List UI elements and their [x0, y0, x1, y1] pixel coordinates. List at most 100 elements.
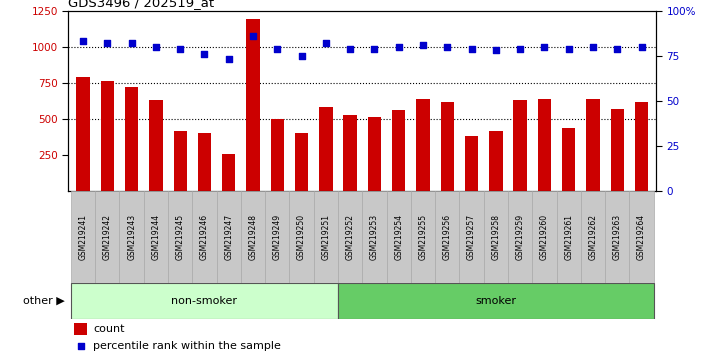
FancyBboxPatch shape	[143, 191, 168, 283]
Text: GSM219257: GSM219257	[467, 214, 476, 260]
Text: GSM219253: GSM219253	[370, 214, 379, 260]
Text: GSM219256: GSM219256	[443, 214, 452, 260]
FancyBboxPatch shape	[289, 191, 314, 283]
Point	[345, 46, 356, 51]
Bar	[489, 131, 503, 191]
Point	[296, 53, 307, 58]
Bar	[635, 102, 648, 191]
Point	[102, 40, 113, 46]
Point	[223, 57, 234, 62]
FancyBboxPatch shape	[363, 191, 386, 283]
Bar	[101, 81, 114, 191]
Bar	[562, 127, 575, 191]
Text: GDS3496 / 202519_at: GDS3496 / 202519_at	[68, 0, 215, 10]
Text: GSM219251: GSM219251	[322, 214, 330, 260]
Point	[272, 46, 283, 51]
Bar	[368, 118, 381, 191]
Bar	[74, 323, 87, 335]
FancyBboxPatch shape	[168, 191, 193, 283]
FancyBboxPatch shape	[411, 191, 435, 283]
FancyBboxPatch shape	[71, 191, 95, 283]
Text: GSM219248: GSM219248	[249, 214, 257, 260]
FancyBboxPatch shape	[484, 191, 508, 283]
Bar	[586, 99, 600, 191]
FancyBboxPatch shape	[241, 191, 265, 283]
Text: GSM219263: GSM219263	[613, 214, 622, 260]
Bar	[538, 99, 551, 191]
FancyBboxPatch shape	[508, 191, 532, 283]
Text: GSM219247: GSM219247	[224, 214, 234, 260]
Point	[174, 46, 186, 51]
FancyBboxPatch shape	[629, 191, 654, 283]
Text: GSM219252: GSM219252	[345, 214, 355, 260]
Text: GSM219259: GSM219259	[516, 214, 525, 260]
Point	[563, 46, 575, 51]
Text: GSM219245: GSM219245	[176, 214, 185, 260]
Bar	[270, 119, 284, 191]
Point	[539, 44, 550, 50]
Point	[393, 44, 404, 50]
Bar	[198, 133, 211, 191]
Point	[611, 46, 623, 51]
Point	[368, 46, 380, 51]
Point	[441, 44, 453, 50]
FancyBboxPatch shape	[338, 283, 654, 319]
Text: GSM219243: GSM219243	[127, 214, 136, 260]
Bar	[416, 99, 430, 191]
Bar	[513, 100, 527, 191]
Point	[77, 39, 89, 44]
Text: GSM219262: GSM219262	[588, 214, 598, 260]
Point	[490, 47, 502, 53]
Text: GSM219244: GSM219244	[151, 214, 160, 260]
FancyBboxPatch shape	[386, 191, 411, 283]
Text: GSM219260: GSM219260	[540, 214, 549, 260]
Text: GSM219255: GSM219255	[418, 214, 428, 260]
FancyBboxPatch shape	[338, 191, 363, 283]
FancyBboxPatch shape	[314, 191, 338, 283]
Text: GSM219241: GSM219241	[79, 214, 87, 260]
Text: GSM219264: GSM219264	[637, 214, 646, 260]
Bar	[125, 87, 138, 191]
FancyBboxPatch shape	[120, 191, 143, 283]
Point	[514, 46, 526, 51]
Point	[75, 343, 87, 349]
Text: smoker: smoker	[475, 296, 516, 306]
Bar	[465, 136, 478, 191]
Bar	[222, 154, 236, 191]
Point	[417, 42, 429, 48]
Bar	[247, 19, 260, 191]
FancyBboxPatch shape	[581, 191, 605, 283]
FancyBboxPatch shape	[435, 191, 459, 283]
Text: GSM219242: GSM219242	[103, 214, 112, 260]
Text: GSM219249: GSM219249	[273, 214, 282, 260]
Point	[247, 33, 259, 39]
Bar	[319, 107, 332, 191]
FancyBboxPatch shape	[71, 283, 338, 319]
Text: GSM219258: GSM219258	[491, 214, 500, 260]
Bar	[76, 77, 89, 191]
FancyBboxPatch shape	[265, 191, 289, 283]
Text: other ▶: other ▶	[23, 296, 65, 306]
Point	[199, 51, 211, 57]
Text: non-smoker: non-smoker	[172, 296, 237, 306]
Point	[320, 40, 332, 46]
Text: GSM219254: GSM219254	[394, 214, 403, 260]
Text: GSM219261: GSM219261	[565, 214, 573, 260]
Point	[587, 44, 598, 50]
FancyBboxPatch shape	[605, 191, 629, 283]
FancyBboxPatch shape	[193, 191, 216, 283]
Text: GSM219250: GSM219250	[297, 214, 306, 260]
Bar	[149, 100, 163, 191]
Text: GSM219246: GSM219246	[200, 214, 209, 260]
Bar	[295, 133, 309, 191]
FancyBboxPatch shape	[532, 191, 557, 283]
Text: count: count	[93, 324, 125, 334]
Bar	[441, 102, 454, 191]
FancyBboxPatch shape	[459, 191, 484, 283]
FancyBboxPatch shape	[95, 191, 120, 283]
Point	[466, 46, 477, 51]
FancyBboxPatch shape	[557, 191, 581, 283]
Point	[636, 44, 647, 50]
Text: percentile rank within the sample: percentile rank within the sample	[93, 341, 281, 351]
Point	[150, 44, 162, 50]
